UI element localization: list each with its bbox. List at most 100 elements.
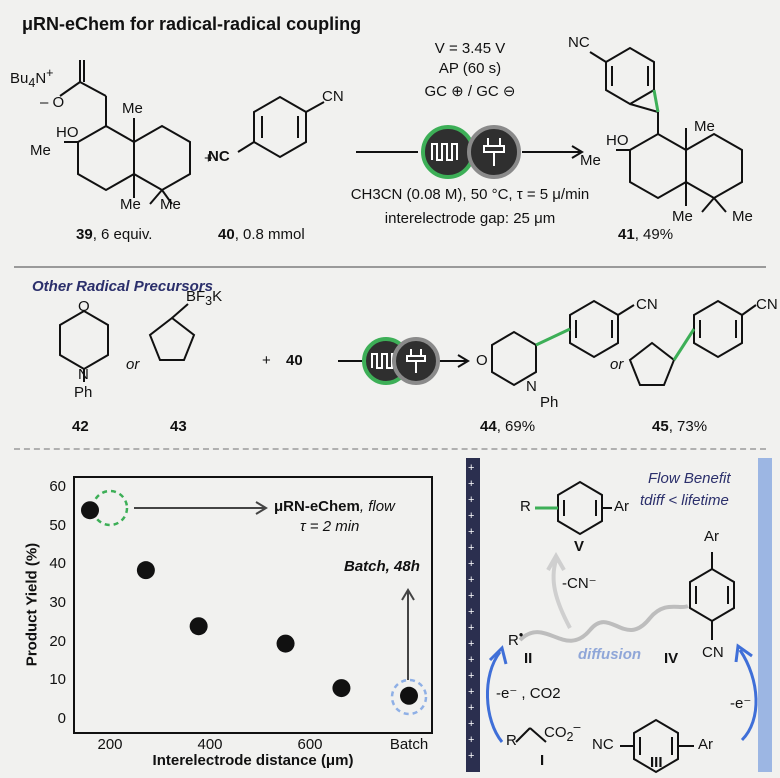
data-point <box>81 501 99 520</box>
plus-mark: + <box>468 718 475 730</box>
plus-mark: + <box>468 558 475 570</box>
compound-40-label: 40, 0.8 mmol <box>218 226 305 243</box>
label-III: III <box>650 754 663 771</box>
label-me: Me <box>732 208 753 225</box>
compound-45-label: 45, 73% <box>652 418 708 435</box>
y-tick-label: 0 <box>57 710 66 727</box>
label-ar: Ar <box>614 498 629 515</box>
label-me: Me <box>30 142 51 159</box>
structure-40 <box>237 95 325 159</box>
structure-III <box>633 718 679 774</box>
label-o-minus: – O <box>40 94 65 111</box>
label-o: O <box>78 298 90 315</box>
compound-41-label: 41, 49% <box>618 226 674 243</box>
or-text: or <box>126 356 140 373</box>
label-cn: CN <box>322 88 344 105</box>
batch-annotation: Batch, 48h <box>344 558 420 575</box>
flow-benefit-title: Flow Benefit <box>648 470 731 487</box>
label-ar: Ar <box>704 528 719 545</box>
x-axis-label: Interelectrode distance (μm) <box>152 752 354 769</box>
y-tick-label: 50 <box>49 516 66 534</box>
label-r-radical: R• <box>508 628 524 649</box>
label-ho: HO <box>606 132 629 149</box>
plus-mark: + <box>468 606 475 618</box>
plus-mark: + <box>468 462 475 474</box>
label-nc: NC <box>568 34 590 51</box>
y-tick-label: 30 <box>49 594 66 611</box>
flow-cell-icon-bottom <box>362 337 440 385</box>
structure-45 <box>628 299 757 386</box>
label-bf3k: BF3K <box>186 288 223 308</box>
plus-mark: + <box>468 510 475 522</box>
structure-41 <box>589 46 743 213</box>
label-cn: CN <box>756 296 778 313</box>
tdiff-text: tdiff < lifetime <box>640 492 729 509</box>
label-me: Me <box>120 196 141 213</box>
page-title: μRN-eChem for radical-radical coupling <box>22 14 362 34</box>
label-n: N <box>526 378 537 395</box>
data-point <box>136 561 155 580</box>
plot-frame <box>73 476 433 734</box>
plus-mark: + <box>468 702 475 714</box>
label-me: Me <box>694 118 715 135</box>
label-me: Me <box>160 196 181 213</box>
x-tick-label: 400 <box>197 736 223 753</box>
plus-mark: + <box>468 686 475 698</box>
section-divider <box>14 266 766 268</box>
label-r: R <box>520 498 531 515</box>
data-point <box>276 634 295 653</box>
or-text: or <box>610 356 624 373</box>
red-step-text: -e⁻ <box>730 695 752 712</box>
plus-mark: + <box>468 750 475 762</box>
label-IV: IV <box>664 650 679 667</box>
structure-44 <box>491 299 635 387</box>
label-me: Me <box>580 152 601 169</box>
compound-43-label: 43 <box>170 418 187 435</box>
diffusion-text: diffusion <box>578 646 642 663</box>
plus-mark: + <box>468 734 475 746</box>
x-tick-label: Batch <box>389 736 429 753</box>
compound-44-label: 44, 69% <box>480 418 536 435</box>
plus-mark: + <box>468 622 475 634</box>
label-ho: HO <box>56 124 79 141</box>
label-n: N <box>78 366 89 383</box>
reagent-40: 40 <box>286 352 303 369</box>
plus-mark: + <box>468 590 475 602</box>
label-me: Me <box>122 100 143 117</box>
y-axis-label: Product Yield (%) <box>23 542 41 667</box>
plus-mark: + <box>468 574 475 586</box>
condition-ap: AP (60 s) <box>438 60 502 77</box>
section-divider-dashed <box>14 448 766 450</box>
compound-39-label: 39, 6 equiv. <box>76 226 153 243</box>
label-o: O <box>476 352 488 369</box>
label-co2: CO2– <box>544 720 581 744</box>
cn-loss-text: -CN⁻ <box>562 575 597 592</box>
y-tick-label: 20 <box>49 632 66 650</box>
label-V: V <box>574 538 585 555</box>
compound-42-label: 42 <box>72 418 89 435</box>
flow-tau: τ = 2 min <box>300 518 360 535</box>
plus-mark: + <box>468 526 475 538</box>
condition-solvent: CH3CN (0.08 M), 50 °C, τ = 5 μ/min <box>350 186 590 203</box>
data-point <box>189 617 208 636</box>
structure-39 <box>59 60 191 205</box>
label-cn: CN <box>636 296 658 313</box>
condition-voltage: V = 3.45 V <box>434 40 506 57</box>
data-point <box>400 686 418 705</box>
plus-mark: + <box>468 670 475 682</box>
label-r: R <box>506 732 517 749</box>
structure-V <box>557 480 603 536</box>
anode-bar <box>466 458 480 772</box>
cathode-bar <box>758 458 772 772</box>
label-cn: CN <box>702 644 724 661</box>
condition-electrodes: GC ⊕ / GC ⊖ <box>424 83 516 100</box>
label-I: I <box>540 752 545 769</box>
condition-gap: interelectrode gap: 25 μm <box>384 210 556 227</box>
x-tick-label: 200 <box>97 736 123 753</box>
label-ph: Ph <box>74 384 93 401</box>
label-ph: Ph <box>540 394 559 411</box>
label-nc: NC <box>208 148 230 165</box>
label-nc: NC <box>592 736 614 753</box>
y-tick-label: 60 <box>49 478 66 495</box>
